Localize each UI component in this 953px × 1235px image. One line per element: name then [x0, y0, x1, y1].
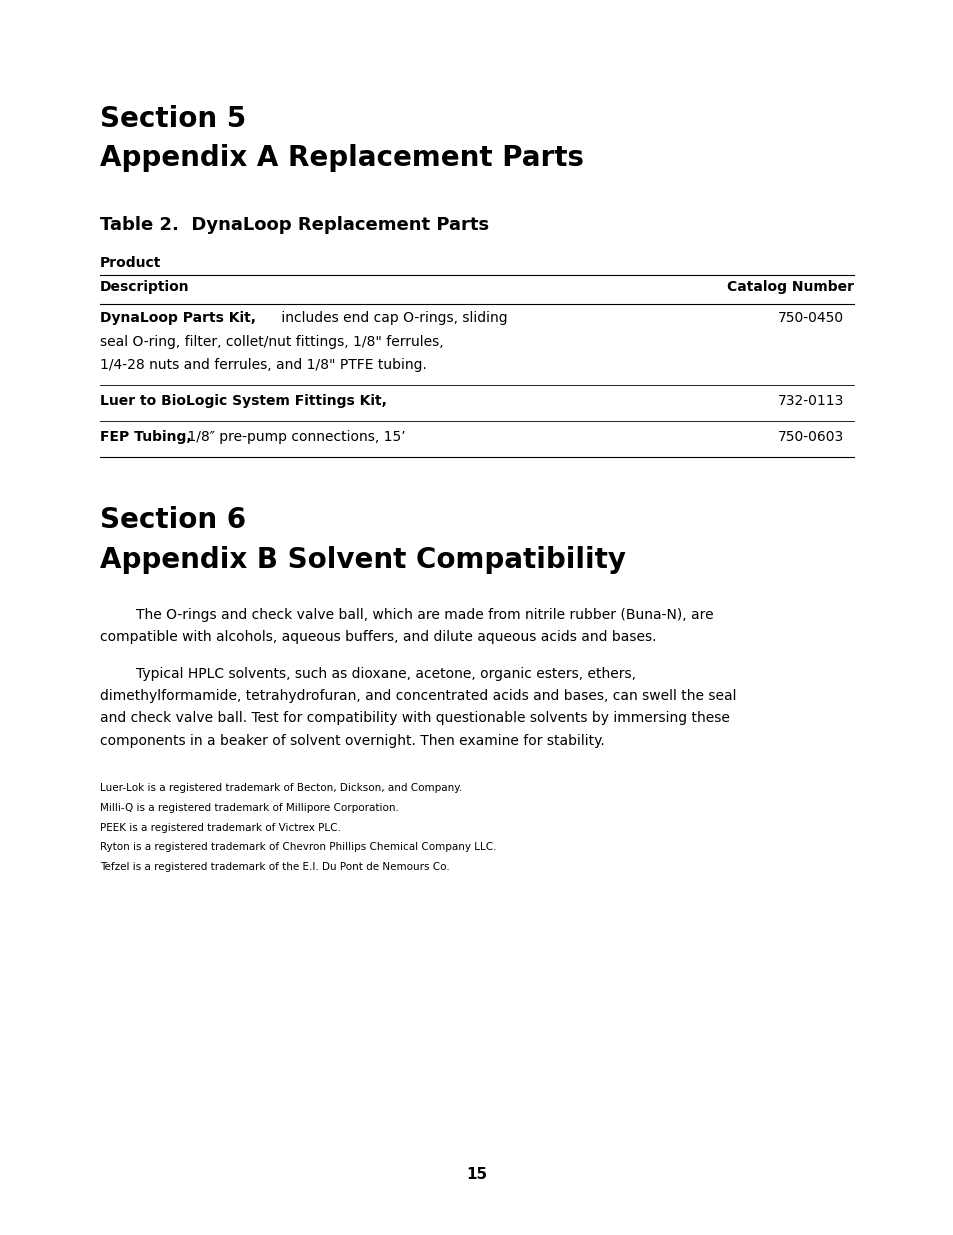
Text: dimethylformamide, tetrahydrofuran, and concentrated acids and bases, can swell : dimethylformamide, tetrahydrofuran, and …: [100, 689, 736, 703]
Text: PEEK is a registered trademark of Victrex PLC.: PEEK is a registered trademark of Victre…: [100, 823, 340, 832]
Text: Description: Description: [100, 280, 190, 294]
Text: Ryton is a registered trademark of Chevron Phillips Chemical Company LLC.: Ryton is a registered trademark of Chevr…: [100, 842, 497, 852]
Text: seal O-ring, filter, collet/nut fittings, 1/8" ferrules,: seal O-ring, filter, collet/nut fittings…: [100, 335, 443, 348]
Text: Luer-Lok is a registered trademark of Becton, Dickson, and Company.: Luer-Lok is a registered trademark of Be…: [100, 783, 462, 793]
Text: Product: Product: [100, 256, 161, 269]
Text: FEP Tubing,: FEP Tubing,: [100, 430, 192, 443]
Text: Milli-Q is a registered trademark of Millipore Corporation.: Milli-Q is a registered trademark of Mil…: [100, 803, 398, 813]
Text: Section 6: Section 6: [100, 506, 246, 535]
Text: Appendix B Solvent Compatibility: Appendix B Solvent Compatibility: [100, 546, 625, 574]
Text: Typical HPLC solvents, such as dioxane, acetone, organic esters, ethers,: Typical HPLC solvents, such as dioxane, …: [136, 667, 636, 680]
Text: 1/4-28 nuts and ferrules, and 1/8" PTFE tubing.: 1/4-28 nuts and ferrules, and 1/8" PTFE …: [100, 358, 427, 372]
Text: The O-rings and check valve ball, which are made from nitrile rubber (Buna-N), a: The O-rings and check valve ball, which …: [136, 608, 713, 621]
Text: 1/8″ pre-pump connections, 15’: 1/8″ pre-pump connections, 15’: [183, 430, 405, 443]
Text: Table 2.  DynaLoop Replacement Parts: Table 2. DynaLoop Replacement Parts: [100, 216, 489, 235]
Text: and check valve ball. Test for compatibility with questionable solvents by immer: and check valve ball. Test for compatibi…: [100, 711, 729, 725]
Text: DynaLoop Parts Kit,: DynaLoop Parts Kit,: [100, 311, 256, 325]
Text: Tefzel is a registered trademark of the E.I. Du Pont de Nemours Co.: Tefzel is a registered trademark of the …: [100, 862, 450, 872]
Text: Luer to BioLogic System Fittings Kit,: Luer to BioLogic System Fittings Kit,: [100, 394, 387, 408]
Text: Section 5: Section 5: [100, 105, 246, 133]
Text: includes end cap O-rings, sliding: includes end cap O-rings, sliding: [276, 311, 507, 325]
Text: components in a beaker of solvent overnight. Then examine for stability.: components in a beaker of solvent overni…: [100, 734, 604, 747]
Text: 15: 15: [466, 1167, 487, 1182]
Text: 750-0603: 750-0603: [778, 430, 843, 443]
Text: 750-0450: 750-0450: [778, 311, 843, 325]
Text: Appendix A Replacement Parts: Appendix A Replacement Parts: [100, 144, 583, 173]
Text: compatible with alcohols, aqueous buffers, and dilute aqueous acids and bases.: compatible with alcohols, aqueous buffer…: [100, 630, 656, 643]
Text: 732-0113: 732-0113: [777, 394, 843, 408]
Text: Catalog Number: Catalog Number: [726, 280, 853, 294]
